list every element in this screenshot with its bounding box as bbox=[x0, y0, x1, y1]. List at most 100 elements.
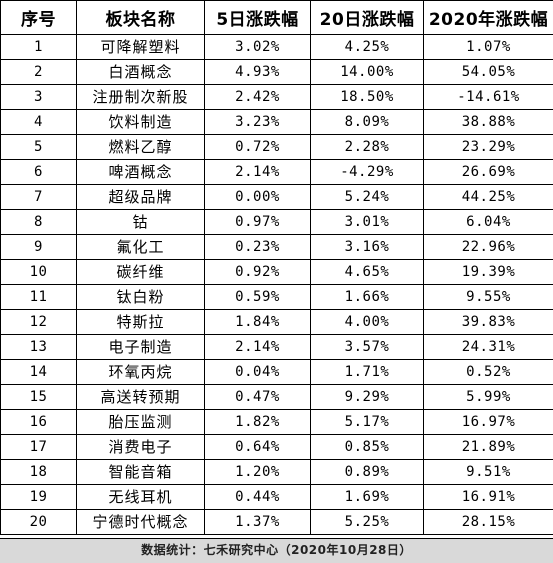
cell-5day-change: 2.42% bbox=[204, 84, 311, 110]
cell-5day-change: 0.59% bbox=[204, 284, 311, 310]
cell-sector-name: 钛白粉 bbox=[76, 284, 205, 310]
table-row: 20 宁德时代概念 1.37% 5.25% 28.15% bbox=[0, 509, 553, 535]
table-row: 11 钛白粉 0.59% 1.66% 9.55% bbox=[0, 284, 553, 310]
cell-20day-change: 4.25% bbox=[310, 34, 424, 60]
cell-2020-change: 1.07% bbox=[423, 34, 553, 60]
cell-sector-name: 注册制次新股 bbox=[76, 84, 205, 110]
column-header-5day-change: 5日涨跌幅 bbox=[204, 0, 311, 35]
column-header-index: 序号 bbox=[0, 0, 77, 35]
table-row: 8 钴 0.97% 3.01% 6.04% bbox=[0, 209, 553, 235]
table-row: 19 无线耳机 0.44% 1.69% 16.91% bbox=[0, 484, 553, 510]
cell-2020-change: 23.29% bbox=[423, 134, 553, 160]
cell-index: 7 bbox=[0, 184, 77, 210]
cell-5day-change: 2.14% bbox=[204, 159, 311, 185]
cell-2020-change: 16.97% bbox=[423, 409, 553, 435]
cell-sector-name: 燃料乙醇 bbox=[76, 134, 205, 160]
table-row: 7 超级品牌 0.00% 5.24% 44.25% bbox=[0, 184, 553, 210]
cell-2020-change: 39.83% bbox=[423, 309, 553, 335]
cell-index: 9 bbox=[0, 234, 77, 260]
cell-5day-change: 1.82% bbox=[204, 409, 311, 435]
table-row: 14 环氧丙烷 0.04% 1.71% 0.52% bbox=[0, 359, 553, 385]
cell-index: 6 bbox=[0, 159, 77, 185]
cell-sector-name: 智能音箱 bbox=[76, 459, 205, 485]
table-row: 13 电子制造 2.14% 3.57% 24.31% bbox=[0, 334, 553, 360]
cell-sector-name: 特斯拉 bbox=[76, 309, 205, 335]
cell-sector-name: 饮料制造 bbox=[76, 109, 205, 135]
table-row: 17 消费电子 0.64% 0.85% 21.89% bbox=[0, 434, 553, 460]
cell-index: 19 bbox=[0, 484, 77, 510]
cell-2020-change: 54.05% bbox=[423, 59, 553, 85]
cell-index: 17 bbox=[0, 434, 77, 460]
table-row: 12 特斯拉 1.84% 4.00% 39.83% bbox=[0, 309, 553, 335]
cell-index: 10 bbox=[0, 259, 77, 285]
table-row: 18 智能音箱 1.20% 0.89% 9.51% bbox=[0, 459, 553, 485]
cell-index: 20 bbox=[0, 509, 77, 535]
cell-5day-change: 1.37% bbox=[204, 509, 311, 535]
cell-2020-change: 5.99% bbox=[423, 384, 553, 410]
cell-sector-name: 超级品牌 bbox=[76, 184, 205, 210]
cell-20day-change: 4.00% bbox=[310, 309, 424, 335]
cell-2020-change: -14.61% bbox=[423, 84, 553, 110]
cell-20day-change: 1.66% bbox=[310, 284, 424, 310]
cell-5day-change: 1.20% bbox=[204, 459, 311, 485]
cell-20day-change: 18.50% bbox=[310, 84, 424, 110]
cell-20day-change: 0.89% bbox=[310, 459, 424, 485]
cell-20day-change: 8.09% bbox=[310, 109, 424, 135]
cell-sector-name: 胎压监测 bbox=[76, 409, 205, 435]
cell-5day-change: 0.97% bbox=[204, 209, 311, 235]
table-header: 序号 板块名称 5日涨跌幅 20日涨跌幅 2020年涨跌幅 bbox=[0, 0, 553, 35]
cell-20day-change: -4.29% bbox=[310, 159, 424, 185]
cell-2020-change: 22.96% bbox=[423, 234, 553, 260]
cell-sector-name: 可降解塑料 bbox=[76, 34, 205, 60]
source-footer: 数据统计：七禾研究中心（2020年10月28日） bbox=[0, 538, 553, 563]
cell-5day-change: 3.02% bbox=[204, 34, 311, 60]
cell-5day-change: 4.93% bbox=[204, 59, 311, 85]
cell-index: 16 bbox=[0, 409, 77, 435]
sector-performance-table: 序号 板块名称 5日涨跌幅 20日涨跌幅 2020年涨跌幅 1 可降解塑料 3.02… bbox=[0, 0, 553, 535]
cell-20day-change: 3.16% bbox=[310, 234, 424, 260]
cell-20day-change: 4.65% bbox=[310, 259, 424, 285]
cell-2020-change: 19.39% bbox=[423, 259, 553, 285]
cell-5day-change: 0.92% bbox=[204, 259, 311, 285]
cell-2020-change: 0.52% bbox=[423, 359, 553, 385]
cell-2020-change: 6.04% bbox=[423, 209, 553, 235]
cell-sector-name: 高送转预期 bbox=[76, 384, 205, 410]
cell-index: 15 bbox=[0, 384, 77, 410]
cell-2020-change: 38.88% bbox=[423, 109, 553, 135]
cell-20day-change: 9.29% bbox=[310, 384, 424, 410]
cell-5day-change: 2.14% bbox=[204, 334, 311, 360]
table-row: 5 燃料乙醇 0.72% 2.28% 23.29% bbox=[0, 134, 553, 160]
cell-20day-change: 5.24% bbox=[310, 184, 424, 210]
cell-index: 11 bbox=[0, 284, 77, 310]
cell-index: 8 bbox=[0, 209, 77, 235]
cell-sector-name: 啤酒概念 bbox=[76, 159, 205, 185]
table-row: 16 胎压监测 1.82% 5.17% 16.97% bbox=[0, 409, 553, 435]
cell-2020-change: 9.55% bbox=[423, 284, 553, 310]
cell-2020-change: 24.31% bbox=[423, 334, 553, 360]
cell-sector-name: 消费电子 bbox=[76, 434, 205, 460]
cell-2020-change: 44.25% bbox=[423, 184, 553, 210]
cell-5day-change: 0.23% bbox=[204, 234, 311, 260]
column-header-20day-change: 20日涨跌幅 bbox=[310, 0, 424, 35]
cell-sector-name: 环氧丙烷 bbox=[76, 359, 205, 385]
cell-20day-change: 14.00% bbox=[310, 59, 424, 85]
cell-index: 13 bbox=[0, 334, 77, 360]
cell-index: 5 bbox=[0, 134, 77, 160]
cell-sector-name: 碳纤维 bbox=[76, 259, 205, 285]
cell-sector-name: 无线耳机 bbox=[76, 484, 205, 510]
cell-sector-name: 钴 bbox=[76, 209, 205, 235]
cell-2020-change: 9.51% bbox=[423, 459, 553, 485]
cell-5day-change: 0.04% bbox=[204, 359, 311, 385]
cell-5day-change: 0.64% bbox=[204, 434, 311, 460]
table-row: 4 饮料制造 3.23% 8.09% 38.88% bbox=[0, 109, 553, 135]
table-row: 6 啤酒概念 2.14% -4.29% 26.69% bbox=[0, 159, 553, 185]
table-body: 1 可降解塑料 3.02% 4.25% 1.07% 2 白酒概念 4.93% 14.00% 54.… bbox=[0, 34, 553, 535]
cell-5day-change: 3.23% bbox=[204, 109, 311, 135]
cell-5day-change: 0.47% bbox=[204, 384, 311, 410]
cell-20day-change: 5.25% bbox=[310, 509, 424, 535]
cell-5day-change: 0.00% bbox=[204, 184, 311, 210]
table-row: 2 白酒概念 4.93% 14.00% 54.05% bbox=[0, 59, 553, 85]
cell-5day-change: 1.84% bbox=[204, 309, 311, 335]
column-header-2020-change: 2020年涨跌幅 bbox=[423, 0, 553, 35]
